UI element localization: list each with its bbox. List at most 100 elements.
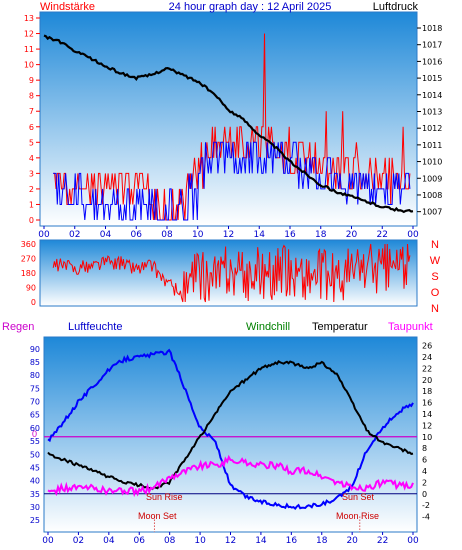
temperature-y-tick-label: 0 <box>422 490 427 499</box>
humidity-y-tick-label: 55 <box>30 437 40 446</box>
compass-label: N <box>431 303 439 315</box>
wind-y-tick-label: 2 <box>29 185 34 194</box>
humidity-y-tick-label: 85 <box>30 358 40 367</box>
pressure-axis-title: Luftdruck <box>373 1 419 13</box>
temperature-plot-area <box>43 336 418 533</box>
x-tick-label: 14 <box>254 230 266 240</box>
temperature-y-tick-label: 22 <box>422 364 432 373</box>
pressure-y-tick-label: 1010 <box>422 158 442 167</box>
x-tick-label: 06 <box>134 536 146 546</box>
sunset-label: Sun Set <box>342 492 375 502</box>
pressure-y-tick-label: 1013 <box>422 107 442 116</box>
wind-y-tick-label: 12 <box>24 30 34 39</box>
legend-windchill: Windchill <box>246 321 290 333</box>
pressure-y-tick-label: 1015 <box>422 74 442 83</box>
direction-y-tick-label: 180 <box>21 269 36 278</box>
humidity-y-tick-label: 80 <box>30 371 40 380</box>
humidity-y-tick-label: 70 <box>30 398 40 407</box>
humidity-y-tick-label: 25 <box>30 516 40 525</box>
x-tick-label: 10 <box>194 536 206 546</box>
x-tick-label: 02 <box>69 230 80 240</box>
wind-gust-line <box>53 141 411 221</box>
pressure-y-tick-label: 1014 <box>422 91 442 100</box>
temperature-y-tick-label: 14 <box>422 410 432 419</box>
x-tick-label: 20 <box>346 230 358 240</box>
x-tick-label: 00 <box>407 230 419 240</box>
compass-label: O <box>431 287 440 299</box>
temperature-y-tick-label: 20 <box>422 376 432 385</box>
pressure-y-tick-label: 1007 <box>422 208 442 217</box>
wind-y-tick-label: 3 <box>29 169 34 178</box>
humidity-y-tick-label: 65 <box>30 411 40 420</box>
wind-axis-title: Windstärke <box>40 1 95 13</box>
x-tick-label: 18 <box>316 536 328 546</box>
temperature-y-tick-label: 18 <box>422 387 432 396</box>
temperature-y-tick-label: 16 <box>422 399 432 408</box>
temperature-y-tick-label: 2 <box>422 478 427 487</box>
wind-y-tick-label: 0 <box>29 216 34 225</box>
humidity-y-tick-label: 90 <box>30 345 40 354</box>
pressure-y-tick-label: 1012 <box>422 124 442 133</box>
x-tick-label: 14 <box>255 536 267 546</box>
wind-y-tick-label: 11 <box>24 45 34 54</box>
x-tick-label: 02 <box>73 536 84 546</box>
temperature-y-tick-label: 26 <box>422 342 432 351</box>
humidity-y-tick-label: 35 <box>30 490 40 499</box>
wind-y-tick-label: 8 <box>29 92 34 101</box>
humidity-y-tick-label: 60 <box>30 424 40 433</box>
x-tick-label: 08 <box>161 230 173 240</box>
legend-taupunkt: Taupunkt <box>388 321 433 333</box>
rain-zero-label: 0 <box>32 429 37 439</box>
x-tick-label: 22 <box>377 536 388 546</box>
moonrise-label: Moon Rise <box>336 511 379 521</box>
temperature-y-tick-label: 12 <box>422 421 432 430</box>
humidity-y-tick-label: 30 <box>30 503 40 512</box>
x-tick-label: 10 <box>192 230 204 240</box>
pressure-y-tick-label: 1018 <box>422 24 442 33</box>
chart-title: 24 hour graph day : 12 April 2025 <box>169 1 332 13</box>
temperature-y-tick-label: 6 <box>422 456 427 465</box>
dewpoint-line <box>47 454 414 498</box>
sunrise-label: Sun Rise <box>146 492 183 502</box>
x-tick-label: 12 <box>223 230 234 240</box>
direction-y-tick-label: 270 <box>21 255 36 264</box>
wind-direction-line <box>52 243 411 303</box>
temperature-line <box>47 360 414 491</box>
humidity-y-tick-label: 45 <box>30 463 40 472</box>
temperature-y-tick-label: -2 <box>422 501 430 510</box>
pressure-y-tick-label: 1011 <box>422 141 442 150</box>
pressure-y-tick-label: 1016 <box>422 57 442 66</box>
compass-label: S <box>431 271 438 283</box>
x-tick-label: 22 <box>377 230 388 240</box>
x-tick-label: 12 <box>225 536 236 546</box>
moonset-label: Moon Set <box>138 511 177 521</box>
x-tick-label: 04 <box>100 230 112 240</box>
pressure-y-tick-label: 1009 <box>422 174 442 183</box>
pressure-line <box>43 34 414 214</box>
compass-label: N <box>431 239 439 251</box>
wind-y-tick-label: 13 <box>24 14 34 23</box>
temperature-y-tick-label: 4 <box>422 467 427 476</box>
temperature-y-tick-label: 24 <box>422 353 432 362</box>
wind-y-tick-label: 5 <box>29 138 34 147</box>
wind-y-tick-label: 4 <box>29 154 34 163</box>
compass-label: W <box>430 255 441 267</box>
x-tick-label: 00 <box>38 230 50 240</box>
temperature-y-tick-label: -4 <box>422 513 430 522</box>
legend-regen: Regen <box>2 321 34 333</box>
humidity-y-tick-label: 40 <box>30 477 40 486</box>
wind-pressure-plot-area <box>39 11 418 227</box>
wind-y-tick-label: 7 <box>29 107 34 116</box>
direction-y-tick-label: 360 <box>21 240 36 249</box>
wind-y-tick-label: 1 <box>29 200 34 209</box>
direction-y-tick-label: 90 <box>26 284 36 293</box>
direction-y-tick-label: 0 <box>31 298 36 307</box>
legend-temperatur: Temperatur <box>312 321 368 333</box>
temperature-y-tick-label: 8 <box>422 444 427 453</box>
wind-y-tick-label: 6 <box>29 123 34 132</box>
legend-luftfeuchte: Luftfeuchte <box>68 321 122 333</box>
x-tick-label: 00 <box>407 536 419 546</box>
humidity-y-tick-label: 50 <box>30 450 40 459</box>
humidity-line <box>47 348 414 511</box>
